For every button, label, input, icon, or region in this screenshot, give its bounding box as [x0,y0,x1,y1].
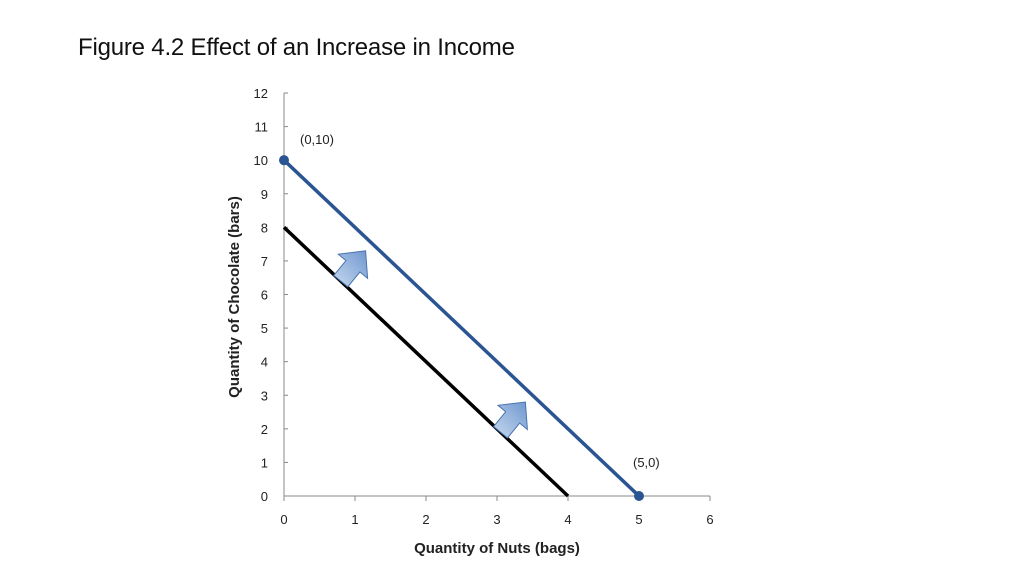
series [279,155,644,501]
y-tick-label: 1 [261,455,268,470]
x-tick-label: 6 [706,512,713,527]
page-title: Figure 4.2 Effect of an Increase in Inco… [78,34,515,61]
x-tick-label: 0 [280,512,287,527]
shift-arrow [492,401,528,439]
x-tick-label: 3 [493,512,500,527]
shift-arrow [333,250,369,288]
point-annotation: (0,10) [300,132,334,147]
annotations: (0,10) (5,0) [300,132,660,470]
point-annotation: (5,0) [633,455,660,470]
shift-arrows [333,250,528,439]
x-tick-label: 1 [351,512,358,527]
y-tick-label: 10 [254,153,268,168]
endpoint-marker [279,155,289,166]
y-axis-title: Quantity of Chocolate (bars) [226,196,243,398]
endpoint-marker [634,491,644,501]
y-tick-label: 6 [261,288,268,303]
budget-line-1 [282,226,570,498]
x-tick-label: 5 [635,512,642,527]
y-tick-label: 8 [261,220,268,235]
y-tick-label: 9 [261,187,268,202]
y-tick-label: 4 [261,355,268,370]
x-tick-label: 2 [422,512,429,527]
y-tick-label: 11 [255,120,269,135]
y-tick-label: 7 [261,254,268,269]
y-tick-label: 0 [261,489,268,504]
x-axis-title: Quantity of Nuts (bags) [414,540,580,557]
axes [283,92,711,501]
y-tick-label: 12 [254,86,268,101]
x-tick-label: 4 [564,512,571,527]
y-tick-label: 3 [261,388,268,403]
y-tick-label: 5 [261,321,268,336]
y-tick-label: 2 [261,422,268,437]
budget-line-2 [282,158,641,498]
